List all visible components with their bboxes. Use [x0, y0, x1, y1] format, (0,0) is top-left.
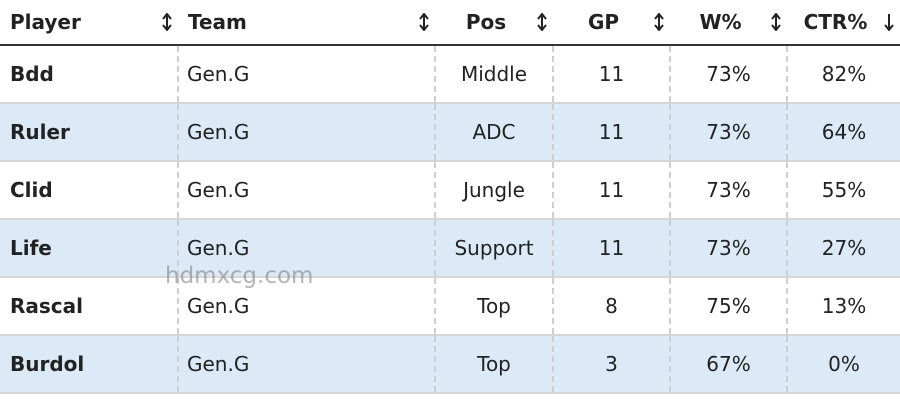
column-header[interactable]: CTR% [787, 0, 900, 46]
header-label: Player [10, 10, 81, 34]
header-label: Team [188, 10, 247, 34]
column-header[interactable]: Player [0, 0, 178, 46]
table-cell: 55% [786, 161, 900, 220]
table-row: Ruler Gen.G ADC 11 73% 64% [0, 103, 900, 162]
table-cell: 11 [552, 219, 670, 278]
table-cell: 73% [669, 45, 787, 104]
header-label: GP [587, 10, 620, 34]
table-cell: Gen.G [177, 103, 435, 162]
player-cell: Rascal [0, 277, 178, 336]
table-cell: Jungle [434, 161, 553, 220]
table-cell: 11 [552, 161, 670, 220]
table-cell: Top [434, 335, 553, 394]
table-cell: 13% [786, 277, 900, 336]
sort-icon [771, 13, 781, 31]
table-row: Rascal Gen.G Top 8 75% 13% [0, 277, 900, 336]
stats-table: Player Team Pos GP W% CTR% Bdd Gen.G Middle 11 73… [0, 0, 900, 394]
header-label: CTR% [803, 10, 868, 34]
sort-icon [162, 13, 172, 31]
table-cell: 73% [669, 219, 787, 278]
sort-icon [654, 13, 664, 31]
table-cell: 73% [669, 103, 787, 162]
table-cell: 73% [669, 161, 787, 220]
table-cell: Support [434, 219, 553, 278]
player-cell: Clid [0, 161, 178, 220]
table-cell: 64% [786, 103, 900, 162]
column-header[interactable]: Team [178, 0, 435, 46]
sort-icon [537, 13, 547, 31]
table-cell: ADC [434, 103, 553, 162]
table-cell: Gen.G [177, 161, 435, 220]
table-cell: 75% [669, 277, 787, 336]
player-cell: Burdol [0, 335, 178, 394]
table-cell: 67% [669, 335, 787, 394]
table-cell: Gen.G [177, 45, 435, 104]
column-header[interactable]: W% [670, 0, 787, 46]
table-cell: 8 [552, 277, 670, 336]
table-cell: 11 [552, 45, 670, 104]
header-row: Player Team Pos GP W% CTR% [0, 0, 900, 46]
table-row: Life Gen.G Support 11 73% 27% [0, 219, 900, 278]
table-cell: Gen.G [177, 277, 435, 336]
column-header[interactable]: Pos [435, 0, 553, 46]
table-cell: 27% [786, 219, 900, 278]
table-row: Burdol Gen.G Top 3 67% 0% [0, 335, 900, 394]
sort-icon [884, 14, 894, 31]
table-cell: 11 [552, 103, 670, 162]
table-body: Bdd Gen.G Middle 11 73% 82% Ruler Gen.G ADC 11 73%… [0, 45, 900, 394]
header-label: Pos [465, 10, 507, 34]
table-cell: Middle [434, 45, 553, 104]
table-cell: 3 [552, 335, 670, 394]
table-cell: Top [434, 277, 553, 336]
table-cell: Gen.G [177, 219, 435, 278]
table-row: Clid Gen.G Jungle 11 73% 55% [0, 161, 900, 220]
watermark: hdmxcg.com [165, 263, 314, 289]
column-header[interactable]: GP [553, 0, 670, 46]
sort-icon [419, 13, 429, 31]
table-cell: Gen.G [177, 335, 435, 394]
table-cell: 0% [786, 335, 900, 394]
header-label: W% [699, 10, 742, 34]
table-cell: 82% [786, 45, 900, 104]
player-cell: Ruler [0, 103, 178, 162]
player-cell: Bdd [0, 45, 178, 104]
player-cell: Life [0, 219, 178, 278]
table-row: Bdd Gen.G Middle 11 73% 82% [0, 45, 900, 104]
